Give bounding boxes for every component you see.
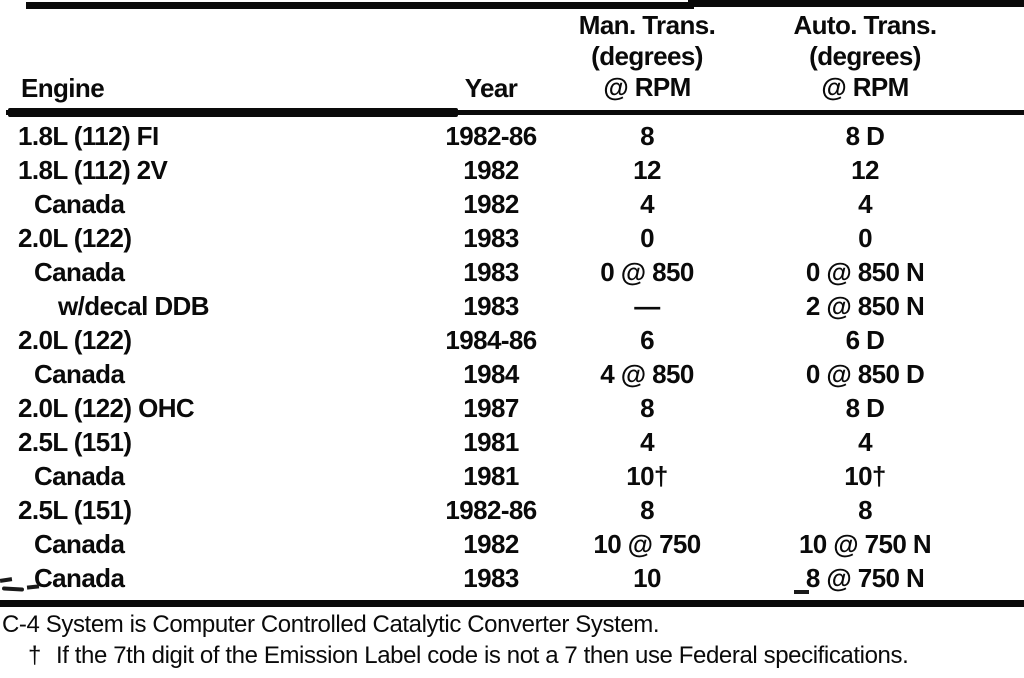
table-row: 2.0L (122) 1983 0 0 bbox=[0, 221, 1008, 255]
man-trans-cell: — bbox=[634, 290, 660, 321]
engine-cell: 2.0L (122) bbox=[18, 324, 132, 355]
engine-cell: w/decal DDB bbox=[58, 290, 209, 321]
table-row: Canada 1981 10† 10† bbox=[0, 459, 1008, 493]
engine-cell: 1.8L (112) 2V bbox=[18, 154, 168, 185]
footnote-dagger: † If the 7th digit of the Emission Label … bbox=[0, 640, 1024, 671]
column-header-auto-trans: Auto. Trans. (degrees) @ RPM bbox=[740, 10, 990, 103]
engine-cell: 2.5L (151) bbox=[18, 494, 132, 525]
top-rule-right-segment bbox=[688, 0, 1024, 7]
auto-trans-cell: 2 @ 850 N bbox=[805, 290, 925, 321]
table-row: 1.8L (112) FI 1982-86 8 8 D bbox=[0, 119, 1008, 153]
man-trans-cell: 8 bbox=[640, 392, 654, 423]
man-trans-header-line1: Man. Trans. bbox=[578, 10, 716, 40]
year-cell: 1984-86 bbox=[445, 324, 537, 355]
man-trans-cell: 0 @ 850 bbox=[600, 256, 694, 287]
year-cell: 1981 bbox=[463, 426, 519, 457]
table-row: 2.0L (122) 1984-86 6 6 D bbox=[0, 323, 1008, 357]
year-cell: 1983 bbox=[463, 290, 519, 321]
auto-trans-cell: 4 bbox=[858, 426, 872, 457]
man-trans-cell: 12 bbox=[633, 154, 661, 185]
year-cell: 1982 bbox=[463, 528, 519, 559]
engine-cell: 1.8L (112) FI bbox=[18, 120, 159, 151]
man-trans-cell: 8 bbox=[640, 494, 654, 525]
table-row: Canada 1983 10 8 @ 750 N bbox=[0, 561, 1008, 595]
auto-trans-cell: 8 bbox=[858, 494, 872, 525]
auto-trans-header-line2: (degrees) bbox=[809, 41, 921, 71]
man-trans-cell: 4 @ 850 bbox=[600, 358, 694, 389]
table-header-row: Engine Year Man. Trans. (degrees) @ RPM … bbox=[0, 8, 1008, 106]
auto-trans-cell: 0 @ 850 N bbox=[805, 256, 925, 287]
year-cell: 1982 bbox=[463, 154, 519, 185]
year-cell: 1982-86 bbox=[445, 120, 537, 151]
auto-trans-cell: 12 bbox=[851, 154, 879, 185]
man-trans-cell: 4 bbox=[640, 426, 654, 457]
engine-cell: 2.0L (122) OHC bbox=[18, 392, 195, 423]
column-header-engine: Engine bbox=[21, 73, 105, 103]
auto-trans-header-line1: Auto. Trans. bbox=[793, 10, 937, 40]
man-trans-cell: 10 bbox=[633, 562, 661, 593]
dagger-symbol: † bbox=[28, 642, 41, 669]
man-trans-header-line2: (degrees) bbox=[591, 41, 703, 71]
table-row: Canada 1982 4 4 bbox=[0, 187, 1008, 221]
engine-cell: Canada bbox=[34, 460, 125, 491]
bottom-rule bbox=[0, 600, 1024, 607]
year-cell: 1982-86 bbox=[445, 494, 537, 525]
year-cell: 1984 bbox=[463, 358, 519, 389]
footnotes-section: C-4 System is Computer Controlled Cataly… bbox=[0, 609, 1024, 671]
engine-cell: Canada bbox=[34, 528, 125, 559]
man-trans-header-line3: @ RPM bbox=[603, 72, 691, 102]
engine-cell: 2.5L (151) bbox=[18, 426, 132, 457]
table-row: Canada 1982 10 @ 750 10 @ 750 N bbox=[0, 527, 1008, 561]
year-cell: 1981 bbox=[463, 460, 519, 491]
auto-trans-cell: 4 bbox=[858, 188, 872, 219]
footnote-dagger-text: If the 7th digit of the Emission Label c… bbox=[55, 642, 909, 669]
table-row: w/decal DDB 1983 — 2 @ 850 N bbox=[0, 289, 1008, 323]
column-header-year: Year bbox=[464, 73, 518, 103]
auto-trans-cell: 10† bbox=[844, 460, 886, 491]
table-row: 2.5L (151) 1982-86 8 8 bbox=[0, 493, 1008, 527]
man-trans-cell: 0 bbox=[640, 222, 654, 253]
header-rule-left-overlay bbox=[8, 108, 458, 117]
engine-cell: Canada bbox=[34, 256, 125, 287]
footnote-c4-system: C-4 System is Computer Controlled Cataly… bbox=[2, 611, 660, 638]
year-cell: 1987 bbox=[463, 392, 519, 423]
table-row: 2.0L (122) OHC 1987 8 8 D bbox=[0, 391, 1008, 425]
man-trans-cell: 10† bbox=[626, 460, 668, 491]
engine-cell: Canada bbox=[34, 562, 125, 593]
auto-trans-cell: 8 @ 750 N bbox=[805, 562, 925, 593]
scan-artifact-mark bbox=[794, 590, 809, 594]
top-rule-left-segment bbox=[26, 2, 694, 9]
table-body: 1.8L (112) FI 1982-86 8 8 D 1.8L (112) 2V 198… bbox=[0, 119, 1008, 595]
year-cell: 1983 bbox=[463, 222, 519, 253]
engine-cell: 2.0L (122) bbox=[18, 222, 132, 253]
table-row: 1.8L (112) 2V 1982 12 12 bbox=[0, 153, 1008, 187]
engine-cell: Canada bbox=[34, 188, 125, 219]
man-trans-cell: 10 @ 750 bbox=[593, 528, 701, 559]
table-row: Canada 1984 4 @ 850 0 @ 850 D bbox=[0, 357, 1008, 391]
table-row: 2.5L (151) 1981 4 4 bbox=[0, 425, 1008, 459]
auto-trans-cell: 6 D bbox=[845, 324, 885, 355]
auto-trans-cell: 10 @ 750 N bbox=[798, 528, 932, 559]
header-rule bbox=[6, 110, 1024, 115]
year-cell: 1983 bbox=[463, 562, 519, 593]
engine-cell: Canada bbox=[34, 358, 125, 389]
auto-trans-cell: 8 D bbox=[845, 392, 885, 423]
man-trans-cell: 6 bbox=[640, 324, 654, 355]
man-trans-cell: 4 bbox=[640, 188, 654, 219]
auto-trans-cell: 0 bbox=[858, 222, 872, 253]
table-row: Canada 1983 0 @ 850 0 @ 850 N bbox=[0, 255, 1008, 289]
man-trans-cell: 8 bbox=[640, 120, 654, 151]
year-cell: 1982 bbox=[463, 188, 519, 219]
auto-trans-cell: 8 D bbox=[845, 120, 885, 151]
column-header-man-trans: Man. Trans. (degrees) @ RPM bbox=[554, 10, 740, 103]
year-cell: 1983 bbox=[463, 256, 519, 287]
auto-trans-header-line3: @ RPM bbox=[821, 72, 909, 102]
auto-trans-cell: 0 @ 850 D bbox=[805, 358, 925, 389]
